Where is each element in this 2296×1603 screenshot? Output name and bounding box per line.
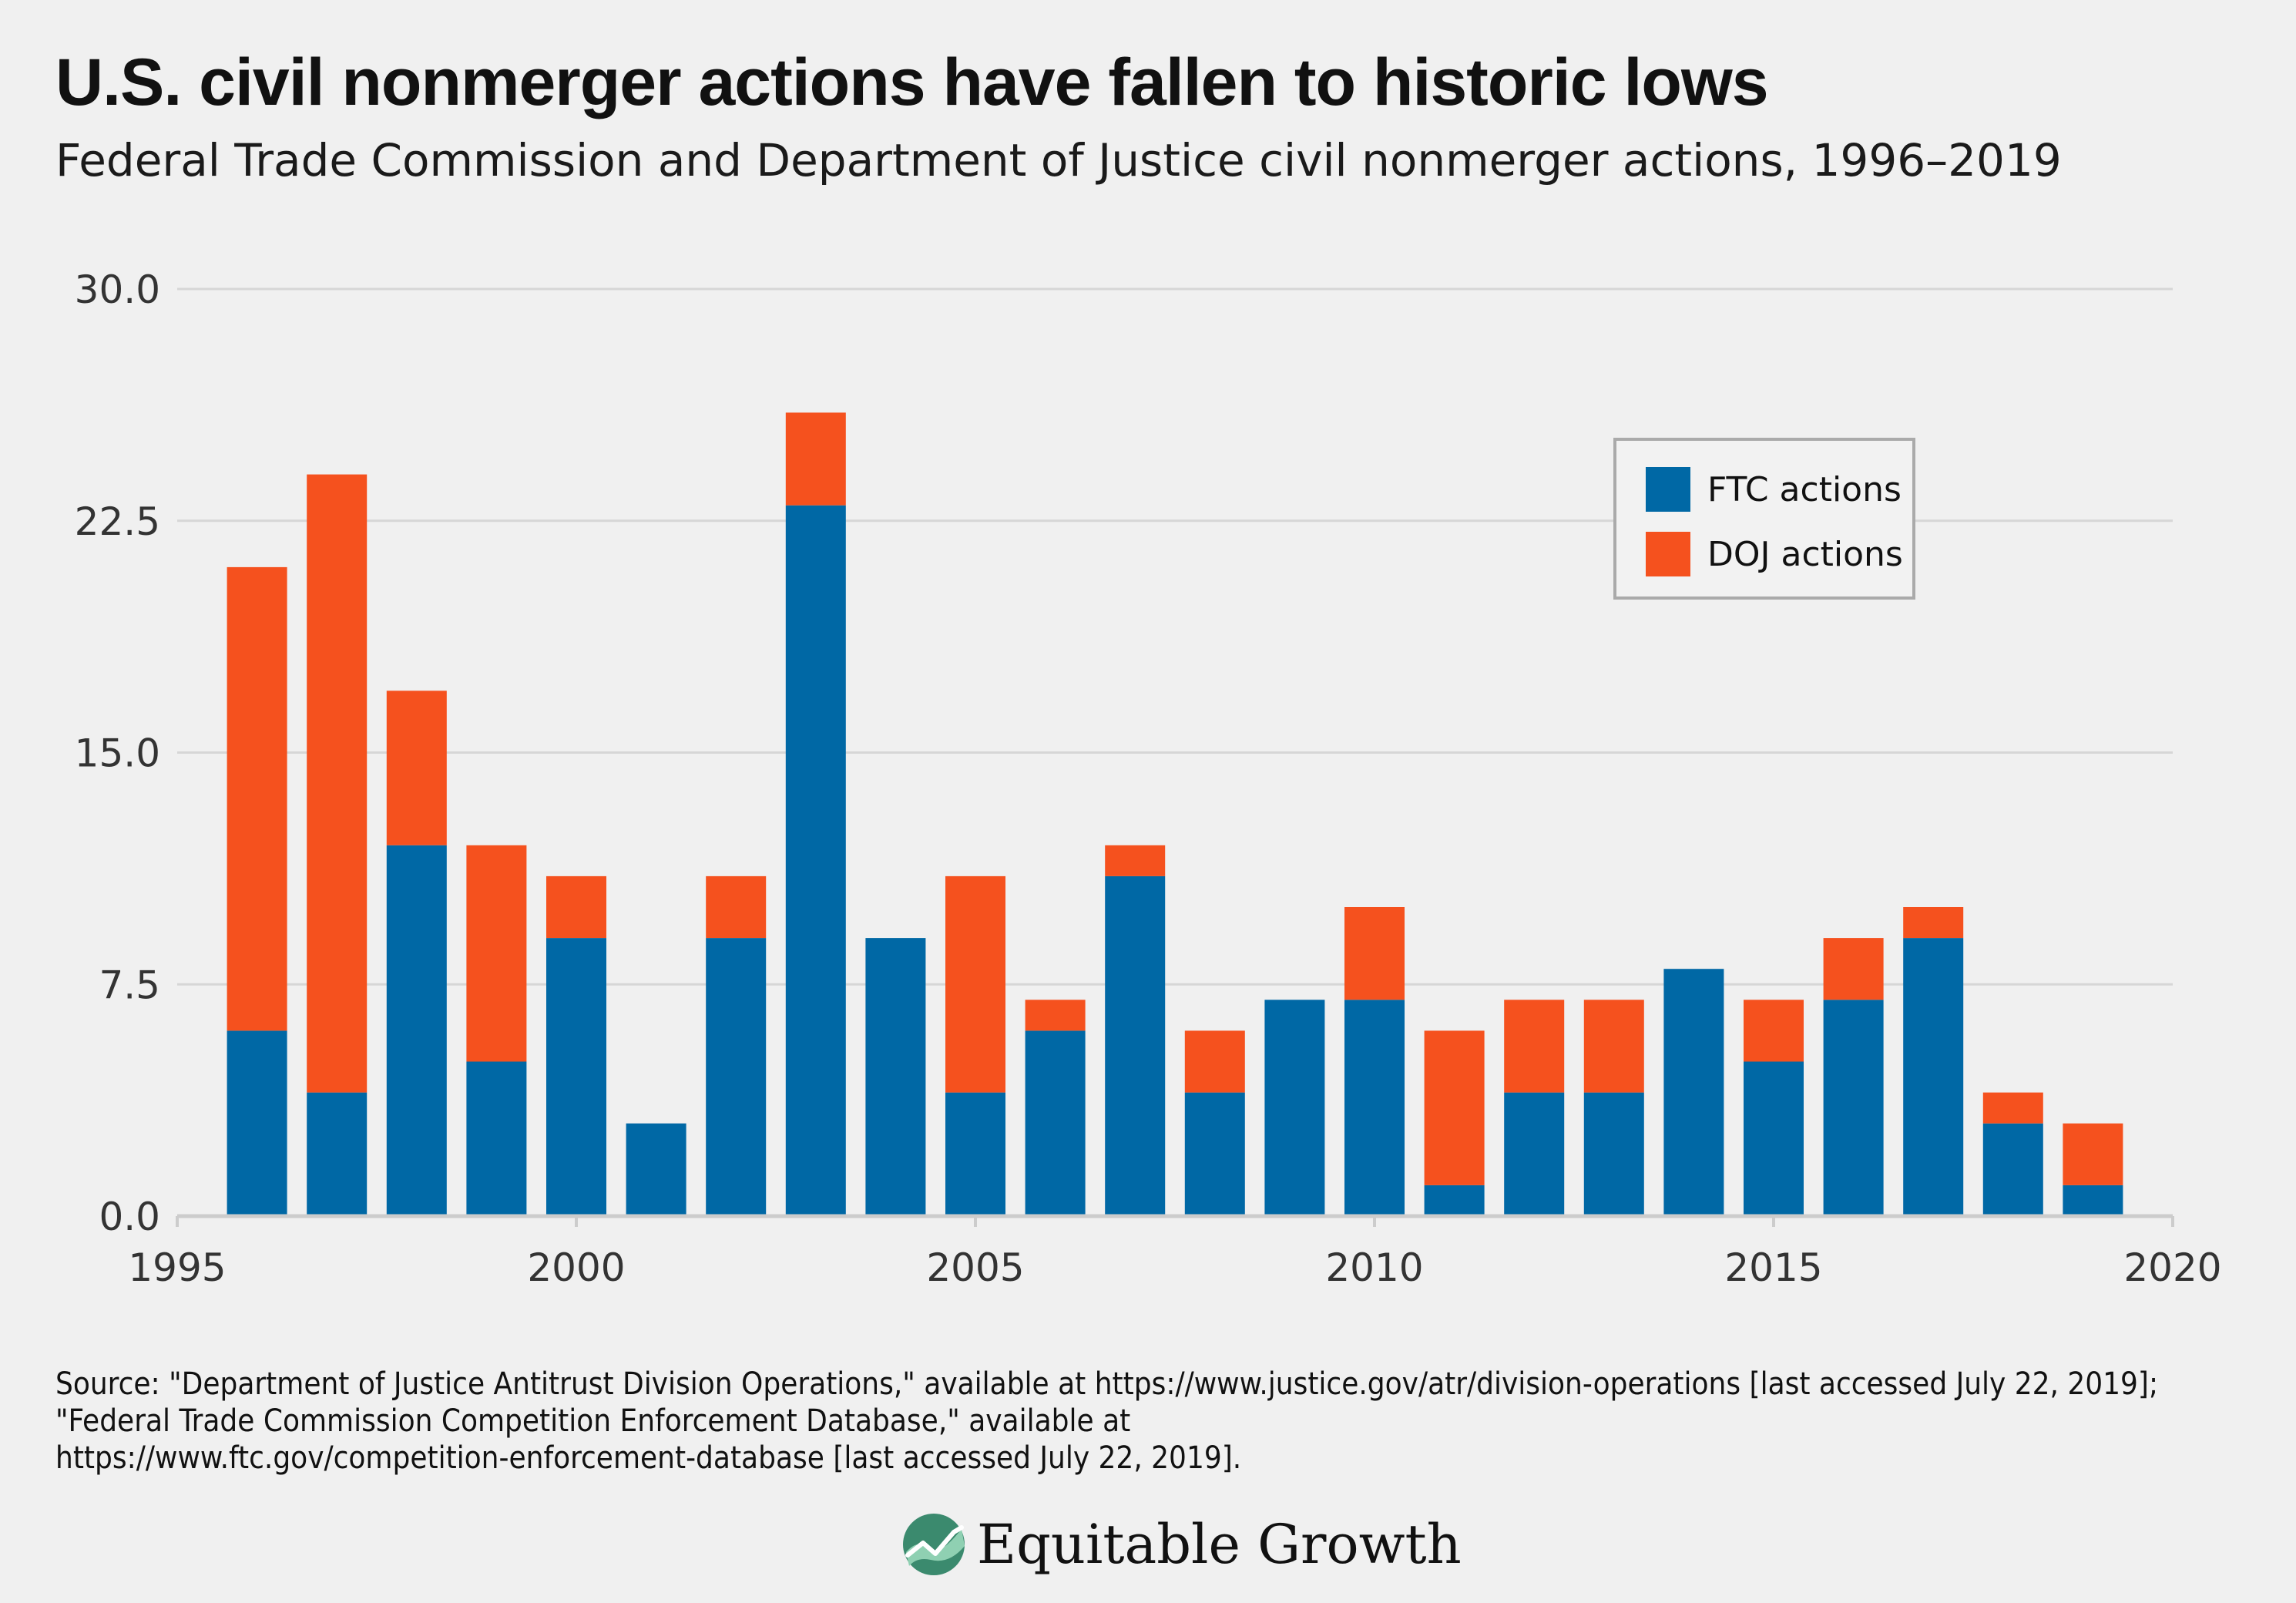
bar-ftc-1998 (386, 845, 447, 1216)
bar-ftc-2010 (1344, 1000, 1405, 1216)
y-tick-label: 22.5 (75, 499, 160, 544)
x-tick-label: 2020 (2123, 1245, 2221, 1290)
bar-doj-2015 (1744, 1000, 1804, 1062)
y-tick-label: 7.5 (99, 963, 160, 1007)
bar-doj-1997 (307, 474, 368, 1093)
chart-subtitle: Federal Trade Commission and Department … (55, 134, 2062, 187)
bar-ftc-2000 (546, 938, 606, 1216)
bar-doj-2011 (1424, 1030, 1485, 1185)
y-axis-tick-labels: 0.0 7.5 15.0 22.5 30.0 (75, 267, 160, 1239)
bar-ftc-2002 (706, 938, 767, 1216)
bar-ftc-2013 (1583, 1092, 1644, 1216)
legend-label: DOJ actions (1707, 535, 1903, 574)
x-axis (176, 1214, 2174, 1227)
bar-ftc-2009 (1264, 1000, 1325, 1216)
x-axis-tick-labels: 1995 2000 2005 2010 2015 2020 (128, 1245, 2221, 1290)
bar-doj-2000 (546, 875, 606, 939)
bar-doj-2013 (1583, 1000, 1644, 1093)
bar-doj-2007 (1105, 845, 1166, 876)
bar-ftc-1999 (466, 1061, 527, 1216)
bar-ftc-2003 (785, 505, 846, 1216)
bar-doj-2012 (1504, 1000, 1565, 1093)
legend: FTC actions DOJ actions (1613, 438, 1915, 600)
bar-doj-2017 (1903, 907, 1964, 939)
bar-ftc-2001 (626, 1123, 686, 1216)
bar-ftc-1997 (307, 1092, 368, 1216)
bar-doj-2003 (785, 412, 846, 506)
bar-ftc-2016 (1823, 1000, 1884, 1216)
x-tick-label: 2005 (926, 1245, 1024, 1290)
bar-ftc-2017 (1903, 938, 1964, 1216)
bar-ftc-2006 (1025, 1030, 1086, 1216)
bar-ftc-2014 (1663, 969, 1724, 1216)
bar-doj-2018 (1982, 1092, 2043, 1124)
bar-doj-2008 (1184, 1030, 1245, 1093)
bar-ftc-2015 (1744, 1061, 1804, 1216)
bar-doj-2019 (2063, 1123, 2123, 1185)
bar-ftc-2018 (1982, 1123, 2043, 1216)
stacked-bar-chart: 0.0 7.5 15.0 22.5 30.0 1995 2000 2005 2010 2015 2… (75, 267, 2222, 1290)
bar-doj-2005 (945, 875, 1005, 1093)
brand-logo: Equitable Growth (900, 1511, 1462, 1578)
x-tick-label: 2010 (1325, 1245, 1423, 1290)
bar-doj-1999 (466, 845, 527, 1062)
bar-doj-2002 (706, 875, 767, 939)
y-tick-label: 30.0 (75, 267, 160, 312)
bar-ftc-2004 (865, 938, 926, 1216)
bar-ftc-2005 (945, 1092, 1005, 1216)
bar-ftc-2008 (1184, 1092, 1245, 1216)
bar-ftc-2019 (2063, 1185, 2123, 1216)
bar-ftc-2007 (1105, 875, 1166, 1216)
bar-doj-2006 (1025, 1000, 1086, 1031)
bar-doj-1998 (386, 691, 447, 845)
y-tick-label: 15.0 (75, 731, 160, 776)
legend-swatch (1646, 532, 1690, 576)
y-tick-label: 0.0 (99, 1195, 160, 1239)
chart-title: U.S. civil nonmerger actions have fallen… (55, 45, 1769, 119)
source-note: Source: "Department of Justice Antitrust… (55, 1366, 2159, 1476)
x-tick-label: 2015 (1724, 1245, 1822, 1290)
bars (227, 412, 2123, 1216)
bar-ftc-2011 (1424, 1185, 1485, 1216)
growth-chart-leaf-icon (903, 1514, 965, 1575)
bar-ftc-2012 (1504, 1092, 1565, 1216)
bar-doj-2016 (1823, 938, 1884, 1000)
x-tick-label: 1995 (128, 1245, 226, 1290)
legend-label: FTC actions (1707, 470, 1902, 509)
brand-name: Equitable Growth (977, 1513, 1462, 1576)
x-tick-label: 2000 (527, 1245, 625, 1290)
bar-doj-2010 (1344, 907, 1405, 1000)
bar-ftc-1996 (227, 1030, 287, 1216)
bar-doj-1996 (227, 566, 287, 1031)
legend-swatch (1646, 467, 1690, 512)
